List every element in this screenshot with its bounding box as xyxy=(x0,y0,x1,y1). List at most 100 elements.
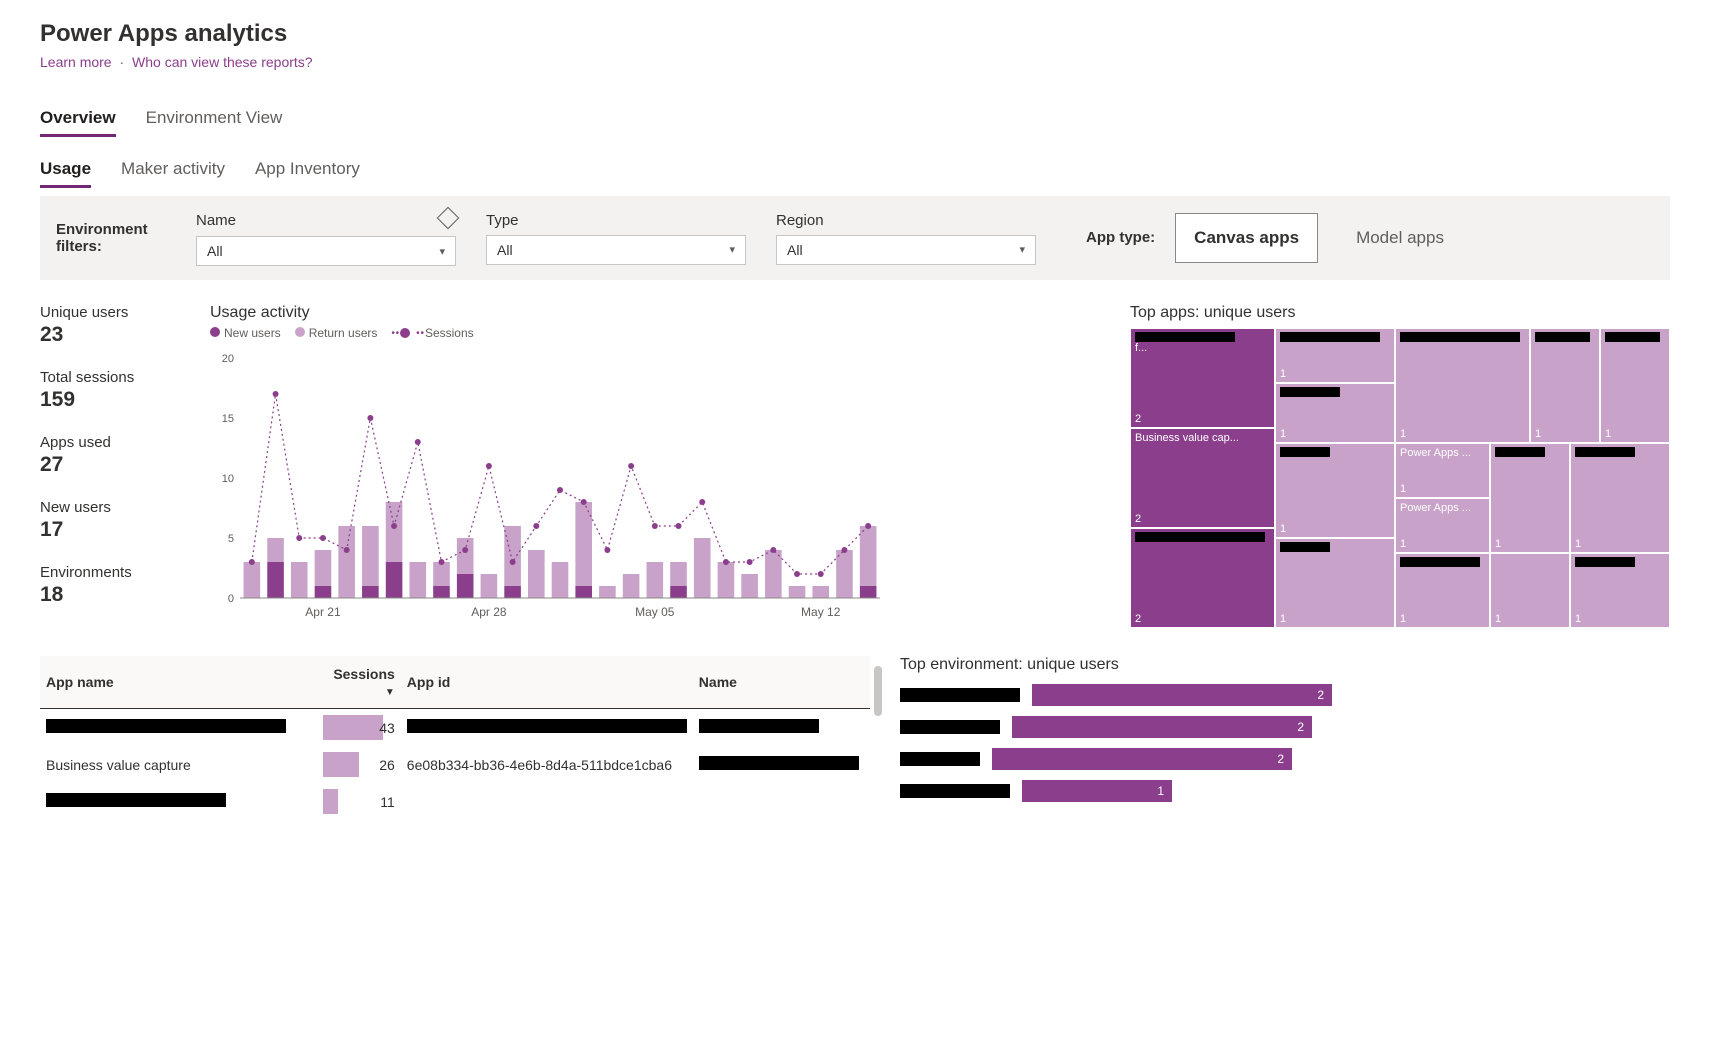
kpi-value: 159 xyxy=(40,388,180,412)
legend-swatch-return xyxy=(295,327,305,337)
app-type-canvas-apps[interactable]: Canvas apps xyxy=(1175,213,1318,263)
filter-name-label: Name xyxy=(196,212,236,229)
treemap-cell[interactable]: 1 xyxy=(1570,443,1670,553)
svg-text:20: 20 xyxy=(222,353,234,365)
treemap-cell[interactable]: 1 xyxy=(1395,328,1530,443)
table-row[interactable]: 11 xyxy=(40,783,870,820)
col-app-id[interactable]: App id xyxy=(401,656,693,709)
svg-text:0: 0 xyxy=(228,593,234,605)
treemap-cell[interactable]: 1 xyxy=(1275,443,1395,538)
cell-sessions: 11 xyxy=(323,783,401,820)
app-type-label: App type: xyxy=(1086,229,1155,247)
treemap-cell[interactable]: 1 xyxy=(1275,383,1395,443)
treemap-cell[interactable]: 1 xyxy=(1275,328,1395,383)
env-filters-label: Environment filters: xyxy=(56,221,166,255)
legend-dash-icon: • • xyxy=(416,328,423,339)
app-type-group: App type: Canvas apps Model apps xyxy=(1086,213,1462,263)
svg-text:Apr 21: Apr 21 xyxy=(305,605,341,619)
vertical-scrollbar[interactable] xyxy=(874,666,882,716)
chevron-down-icon: ▾ xyxy=(729,243,735,256)
treemap-cell[interactable]: Business value cap...2 xyxy=(1130,428,1275,528)
app-table-section: App name Sessions ▼ App id Name 43Busine… xyxy=(40,656,870,820)
filter-name-group: Name All ▾ xyxy=(196,210,456,266)
env-bar-label xyxy=(900,752,980,766)
subtab-app-inventory[interactable]: App Inventory xyxy=(255,159,360,188)
page-title: Power Apps analytics xyxy=(40,20,1670,48)
treemap-chart[interactable]: f...2Business value cap...2211111Power A… xyxy=(1130,328,1670,628)
treemap-cell[interactable]: f...2 xyxy=(1130,328,1275,428)
who-can-view-link[interactable]: Who can view these reports? xyxy=(132,54,313,70)
kpi-environments: Environments 18 xyxy=(40,564,180,607)
cell-sessions: 26 xyxy=(323,746,401,783)
env-bar: 2 xyxy=(992,748,1292,770)
chart-legend: New users Return users • • • • Sessions xyxy=(210,326,1100,340)
table-row[interactable]: 43 xyxy=(40,709,870,747)
treemap-cell[interactable]: 1 xyxy=(1490,553,1570,628)
svg-text:10: 10 xyxy=(222,473,234,485)
treemap-cell[interactable]: 1 xyxy=(1395,553,1490,628)
env-bar: 1 xyxy=(1022,780,1172,802)
env-bar: 2 xyxy=(1012,716,1312,738)
eraser-icon[interactable] xyxy=(437,207,460,230)
legend-dash-icon: • • xyxy=(391,328,398,339)
treemap-cell[interactable]: 1 xyxy=(1490,443,1570,553)
app-type-model-apps[interactable]: Model apps xyxy=(1338,214,1462,262)
kpi-label: Unique users xyxy=(40,304,180,321)
svg-text:15: 15 xyxy=(222,413,234,425)
tab-environment-view[interactable]: Environment View xyxy=(146,108,283,137)
treemap-cell[interactable]: Power Apps ...1 xyxy=(1395,443,1490,498)
env-bar-row[interactable]: 1 xyxy=(900,780,1670,802)
kpi-value: 18 xyxy=(40,583,180,607)
treemap-cell[interactable]: 1 xyxy=(1530,328,1600,443)
header-links: Learn more · Who can view these reports? xyxy=(40,54,1670,70)
env-bar-row[interactable]: 2 xyxy=(900,748,1670,770)
cell-app-id: 6e08b334-bb36-4e6b-8d4a-511bdce1cba6 xyxy=(401,746,693,783)
kpi-label: Apps used xyxy=(40,434,180,451)
kpi-label: New users xyxy=(40,499,180,516)
usage-chart[interactable]: 05101520Apr 21Apr 28May 05May 12 xyxy=(210,348,890,628)
cell-name xyxy=(693,746,870,783)
chevron-down-icon: ▾ xyxy=(439,245,445,258)
filter-name-dropdown[interactable]: All ▾ xyxy=(196,236,456,266)
secondary-tabs: Usage Maker activity App Inventory xyxy=(40,159,1670,188)
cell-app-id xyxy=(401,783,693,820)
subtab-usage[interactable]: Usage xyxy=(40,159,91,188)
treemap-cell[interactable]: 1 xyxy=(1275,538,1395,628)
cell-name xyxy=(693,783,870,820)
sort-desc-icon: ▼ xyxy=(385,687,395,698)
app-table[interactable]: App name Sessions ▼ App id Name 43Busine… xyxy=(40,656,870,820)
cell-sessions: 43 xyxy=(323,709,401,747)
learn-more-link[interactable]: Learn more xyxy=(40,54,112,70)
filter-region-value: All xyxy=(787,242,803,258)
chart-title: Usage activity xyxy=(210,304,1100,322)
env-bars-chart[interactable]: 2 2 2 1 xyxy=(900,684,1670,802)
treemap-cell[interactable]: 2 xyxy=(1130,528,1275,628)
treemap-cell[interactable]: 1 xyxy=(1600,328,1670,443)
kpi-label: Environments xyxy=(40,564,180,581)
legend-label-sessions: Sessions xyxy=(425,326,474,340)
subtab-maker-activity[interactable]: Maker activity xyxy=(121,159,225,188)
legend-swatch-sessions xyxy=(400,328,410,338)
env-bar-label xyxy=(900,720,1000,734)
env-bar-row[interactable]: 2 xyxy=(900,716,1670,738)
treemap-title: Top apps: unique users xyxy=(1130,304,1670,322)
tab-overview[interactable]: Overview xyxy=(40,108,116,137)
col-name[interactable]: Name xyxy=(693,656,870,709)
filter-type-dropdown[interactable]: All ▾ xyxy=(486,235,746,265)
cell-app-id xyxy=(401,709,693,747)
table-row[interactable]: Business value capture266e08b334-bb36-4e… xyxy=(40,746,870,783)
filter-region-dropdown[interactable]: All ▾ xyxy=(776,235,1036,265)
cell-app-name xyxy=(40,783,323,820)
treemap-cell[interactable]: 1 xyxy=(1570,553,1670,628)
kpi-value: 23 xyxy=(40,323,180,347)
filter-region-group: Region All ▾ xyxy=(776,212,1036,265)
treemap-cell[interactable]: Power Apps ...1 xyxy=(1395,498,1490,553)
kpi-new-users: New users17 xyxy=(40,499,180,542)
env-bar-row[interactable]: 2 xyxy=(900,684,1670,706)
col-sessions[interactable]: Sessions ▼ xyxy=(323,656,401,709)
filter-type-value: All xyxy=(497,242,513,258)
col-app-name[interactable]: App name xyxy=(40,656,323,709)
env-bar: 2 xyxy=(1032,684,1332,706)
filter-type-group: Type All ▾ xyxy=(486,212,746,265)
kpi-apps-used: Apps used27 xyxy=(40,434,180,477)
